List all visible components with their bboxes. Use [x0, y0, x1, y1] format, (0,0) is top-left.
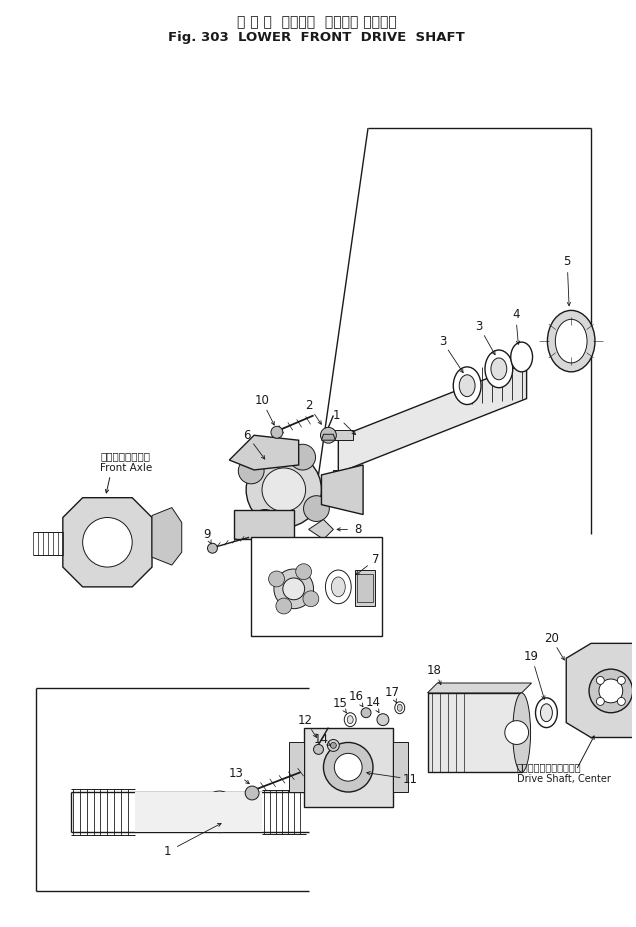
Text: 14: 14	[314, 733, 329, 746]
Ellipse shape	[541, 704, 553, 721]
Ellipse shape	[555, 319, 587, 362]
Circle shape	[246, 452, 321, 527]
Ellipse shape	[202, 791, 237, 832]
Ellipse shape	[398, 705, 402, 711]
Text: 2: 2	[305, 399, 312, 412]
Ellipse shape	[344, 713, 356, 727]
Text: 5: 5	[563, 255, 571, 268]
Text: 7: 7	[372, 552, 380, 565]
Ellipse shape	[491, 358, 507, 380]
Ellipse shape	[347, 716, 353, 724]
Circle shape	[599, 679, 623, 703]
Circle shape	[618, 677, 625, 684]
Ellipse shape	[513, 692, 530, 772]
Circle shape	[83, 517, 132, 567]
Circle shape	[335, 754, 362, 781]
Text: 18: 18	[427, 664, 442, 677]
Text: 11: 11	[403, 772, 418, 785]
Text: 1: 1	[333, 409, 340, 422]
Circle shape	[296, 564, 312, 579]
Circle shape	[324, 743, 373, 792]
Circle shape	[597, 677, 604, 684]
Text: 17: 17	[384, 686, 399, 699]
Circle shape	[321, 427, 336, 443]
Text: ドライブシャフトセンタ: ドライブシャフトセンタ	[516, 762, 581, 772]
Text: 19: 19	[524, 650, 539, 663]
Polygon shape	[152, 508, 182, 565]
Ellipse shape	[459, 375, 475, 397]
Ellipse shape	[548, 311, 595, 372]
Circle shape	[283, 578, 305, 600]
Circle shape	[262, 468, 306, 512]
Polygon shape	[427, 683, 532, 692]
Ellipse shape	[536, 698, 557, 728]
Text: Fig. 303  LOWER  FRONT  DRIVE  SHAFT: Fig. 303 LOWER FRONT DRIVE SHAFT	[168, 32, 465, 44]
Text: 12: 12	[298, 714, 313, 727]
Text: ロ ワ ー  フロント  ドライブ シャフト: ロ ワ ー フロント ドライブ シャフト	[237, 15, 396, 29]
Polygon shape	[230, 436, 299, 470]
Text: 15: 15	[333, 697, 348, 710]
Text: フロントアクスル: フロントアクスル	[100, 451, 151, 461]
Circle shape	[271, 426, 283, 438]
Text: 9: 9	[203, 527, 211, 540]
Ellipse shape	[453, 367, 481, 404]
Polygon shape	[321, 434, 335, 440]
Text: Drive Shaft, Center: Drive Shaft, Center	[516, 774, 611, 784]
Polygon shape	[234, 510, 294, 540]
Bar	[303, 728, 393, 806]
Circle shape	[290, 444, 315, 470]
Polygon shape	[393, 743, 408, 792]
Text: 14: 14	[366, 696, 380, 709]
Circle shape	[276, 598, 292, 614]
Polygon shape	[566, 643, 636, 738]
Circle shape	[303, 590, 319, 606]
Text: 1: 1	[164, 845, 172, 858]
Ellipse shape	[326, 570, 351, 603]
Circle shape	[328, 740, 340, 752]
Text: 10: 10	[254, 394, 270, 407]
Text: 13: 13	[229, 767, 244, 780]
Circle shape	[252, 510, 278, 535]
Text: 8: 8	[354, 523, 362, 536]
Ellipse shape	[331, 577, 345, 597]
Circle shape	[505, 720, 529, 744]
Text: 20: 20	[544, 632, 559, 645]
Ellipse shape	[395, 702, 404, 714]
Circle shape	[274, 569, 314, 609]
Text: 16: 16	[349, 691, 364, 704]
Text: 3: 3	[475, 320, 483, 333]
Circle shape	[303, 496, 329, 522]
Bar	[135, 792, 262, 832]
Circle shape	[618, 697, 625, 705]
Text: 3: 3	[439, 335, 446, 348]
Polygon shape	[333, 470, 353, 480]
Polygon shape	[333, 430, 353, 440]
Polygon shape	[321, 465, 363, 514]
Circle shape	[330, 743, 336, 748]
Text: 4: 4	[512, 308, 520, 321]
Bar	[251, 538, 382, 637]
Bar	[355, 570, 375, 605]
Circle shape	[589, 669, 633, 713]
Polygon shape	[289, 743, 303, 792]
Circle shape	[245, 786, 259, 800]
Circle shape	[314, 744, 324, 755]
Circle shape	[377, 714, 389, 726]
Circle shape	[268, 571, 284, 587]
Bar	[357, 574, 373, 602]
Polygon shape	[63, 498, 152, 587]
Ellipse shape	[485, 350, 513, 387]
Circle shape	[597, 697, 604, 705]
Text: 6: 6	[244, 429, 251, 442]
Polygon shape	[338, 362, 527, 473]
Circle shape	[207, 543, 218, 553]
Polygon shape	[308, 519, 333, 540]
Bar	[427, 692, 522, 772]
Circle shape	[361, 708, 371, 717]
Text: Front Axle: Front Axle	[100, 463, 153, 473]
Ellipse shape	[511, 342, 532, 372]
Circle shape	[238, 458, 264, 484]
